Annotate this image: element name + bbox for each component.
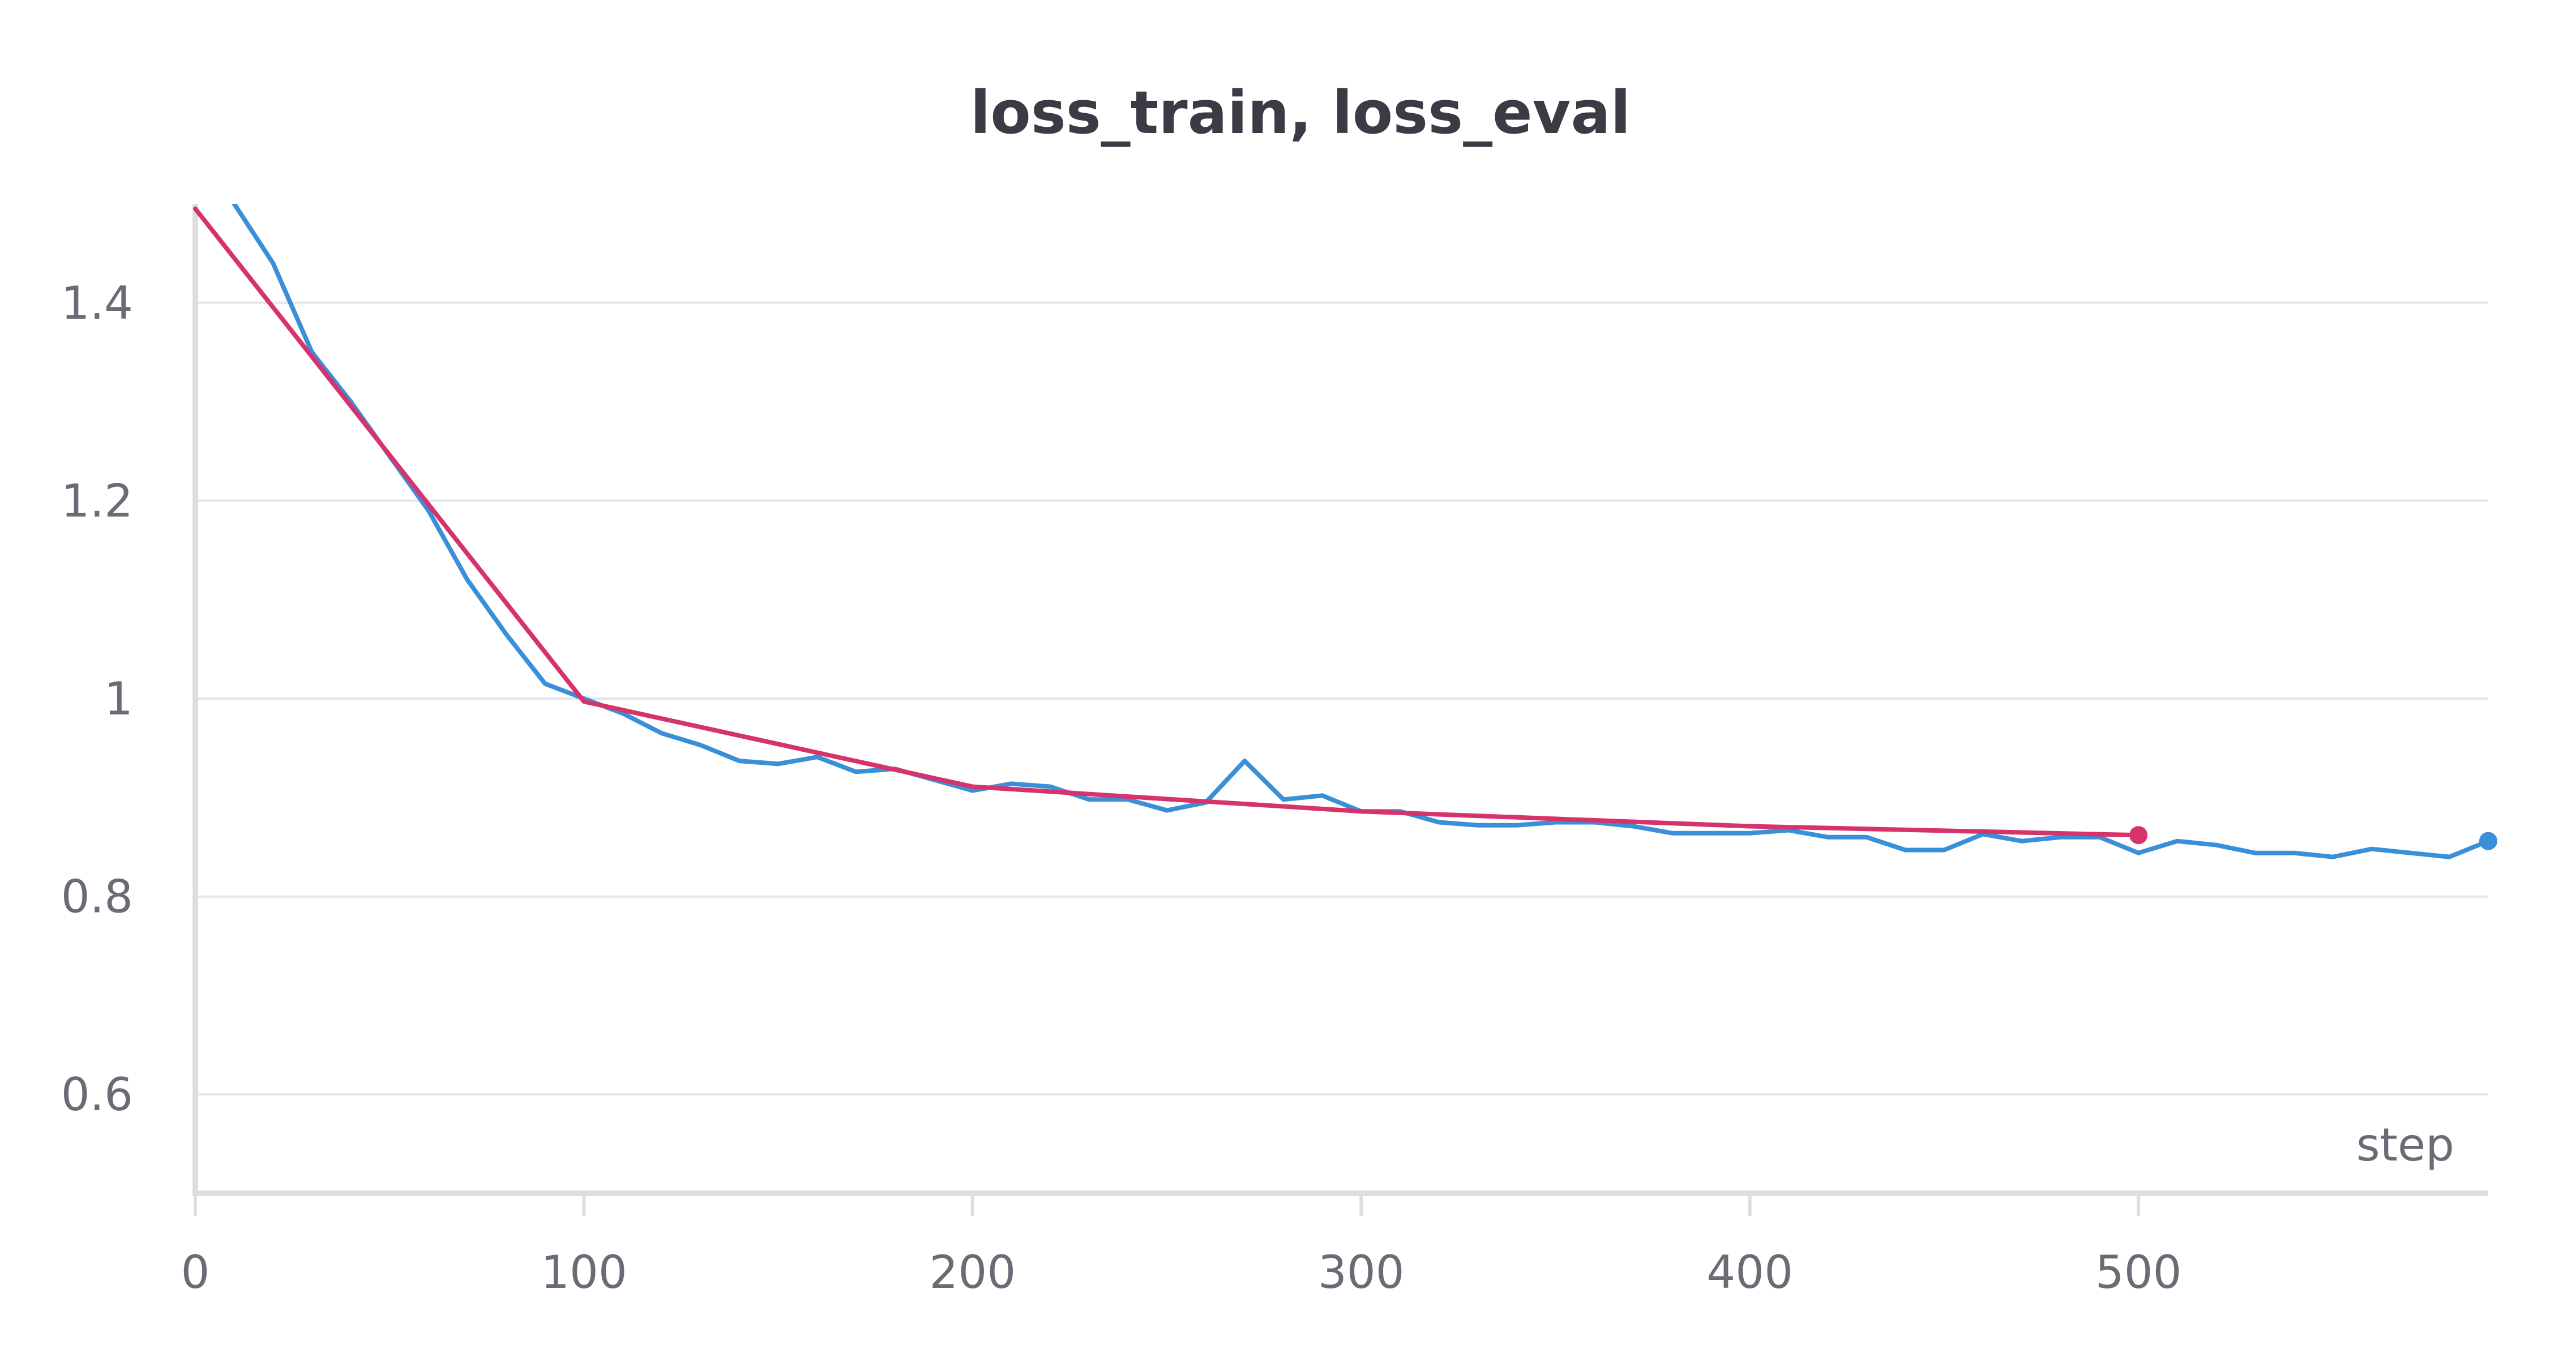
y-tick-label: 1.2 <box>61 474 133 527</box>
series-lines <box>193 204 2497 859</box>
x-tick-label: 300 <box>1318 1246 1405 1299</box>
tick-labels: 0.6 0.8 1 1.2 1.4 0 100 200 300 400 500 <box>61 277 2182 1299</box>
x-tick-label: 400 <box>1706 1246 1793 1299</box>
y-tick-label: 0.6 <box>61 1068 133 1121</box>
x-axis-label: step <box>2356 1119 2454 1171</box>
x-tick-label: 100 <box>541 1246 627 1299</box>
gridlines <box>195 301 2488 1096</box>
y-tick-label: 1.4 <box>61 277 133 329</box>
series-end-point-2 <box>2129 826 2148 845</box>
axes <box>192 204 2488 1216</box>
x-tick-label: 500 <box>2095 1246 2182 1299</box>
x-tick-label: 200 <box>930 1246 1016 1299</box>
y-tick-label: 0.8 <box>61 871 133 923</box>
series-end-point-1 <box>2479 832 2497 850</box>
series-line-2 <box>193 206 2141 838</box>
chart-title: loss_train, loss_eval <box>970 78 1631 147</box>
y-tick-label: 1 <box>104 673 133 725</box>
x-tick-label: 0 <box>181 1246 210 1299</box>
